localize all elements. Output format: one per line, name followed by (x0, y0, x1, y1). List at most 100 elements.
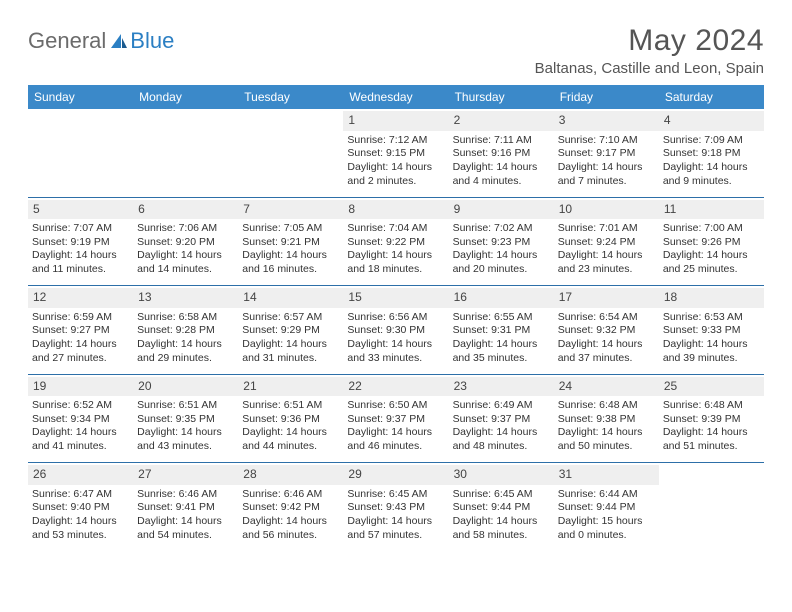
daylight-text: Daylight: 14 hours and 9 minutes. (663, 161, 760, 188)
daylight-text: Daylight: 14 hours and 23 minutes. (558, 249, 655, 276)
calendar-week: 19Sunrise: 6:52 AMSunset: 9:34 PMDayligh… (28, 375, 764, 463)
calendar-cell: 8Sunrise: 7:04 AMSunset: 9:22 PMDaylight… (343, 198, 448, 286)
calendar-cell: 12Sunrise: 6:59 AMSunset: 9:27 PMDayligh… (28, 286, 133, 374)
sunrise-text: Sunrise: 7:00 AM (663, 222, 760, 236)
brand-logo: General Blue (28, 24, 174, 54)
sunset-text: Sunset: 9:44 PM (453, 501, 550, 515)
daylight-text: Daylight: 14 hours and 20 minutes. (453, 249, 550, 276)
sunrise-text: Sunrise: 6:44 AM (558, 488, 655, 502)
calendar-cell: 27Sunrise: 6:46 AMSunset: 9:41 PMDayligh… (133, 463, 238, 551)
day-number: 30 (449, 465, 554, 485)
day-number: 22 (343, 377, 448, 397)
sunset-text: Sunset: 9:40 PM (32, 501, 129, 515)
sunrise-text: Sunrise: 6:55 AM (453, 311, 550, 325)
calendar-cell: 13Sunrise: 6:58 AMSunset: 9:28 PMDayligh… (133, 286, 238, 374)
sunrise-text: Sunrise: 6:48 AM (663, 399, 760, 413)
sunrise-text: Sunrise: 7:02 AM (453, 222, 550, 236)
day-number: 29 (343, 465, 448, 485)
day-number: 21 (238, 377, 343, 397)
daylight-text: Daylight: 14 hours and 44 minutes. (242, 426, 339, 453)
day-number: 4 (659, 111, 764, 131)
calendar-cell: 2Sunrise: 7:11 AMSunset: 9:16 PMDaylight… (449, 109, 554, 197)
sunset-text: Sunset: 9:28 PM (137, 324, 234, 338)
calendar-cell: 26Sunrise: 6:47 AMSunset: 9:40 PMDayligh… (28, 463, 133, 551)
sunrise-text: Sunrise: 6:54 AM (558, 311, 655, 325)
sunset-text: Sunset: 9:37 PM (347, 413, 444, 427)
day-number: 28 (238, 465, 343, 485)
sunrise-text: Sunrise: 7:10 AM (558, 134, 655, 148)
daylight-text: Daylight: 14 hours and 41 minutes. (32, 426, 129, 453)
sunset-text: Sunset: 9:23 PM (453, 236, 550, 250)
daylight-text: Daylight: 14 hours and 57 minutes. (347, 515, 444, 542)
calendar-cell: 21 Sunrise: 6:51 AMSunset: 9:36 PMDayligh… (238, 375, 343, 463)
daylight-text: Daylight: 14 hours and 33 minutes. (347, 338, 444, 365)
sunset-text: Sunset: 9:27 PM (32, 324, 129, 338)
sunset-text: Sunset: 9:20 PM (137, 236, 234, 250)
calendar-table: SundayMondayTuesdayWednesdayThursdayFrid… (28, 85, 764, 551)
day-number: 12 (28, 288, 133, 308)
day-number: 17 (554, 288, 659, 308)
day-header: Saturday (659, 85, 764, 109)
sunset-text: Sunset: 9:29 PM (242, 324, 339, 338)
calendar-page: General Blue May 2024 Baltanas, Castille… (0, 0, 792, 571)
sunrise-text: Sunrise: 6:56 AM (347, 311, 444, 325)
daylight-text: Daylight: 14 hours and 53 minutes. (32, 515, 129, 542)
sunrise-text: Sunrise: 6:51 AM (242, 399, 339, 413)
sunrise-text: Sunrise: 7:06 AM (137, 222, 234, 236)
location-text: Baltanas, Castille and Leon, Spain (535, 60, 764, 77)
sunset-text: Sunset: 9:34 PM (32, 413, 129, 427)
sunrise-text: Sunrise: 7:07 AM (32, 222, 129, 236)
calendar-week: 1Sunrise: 7:12 AMSunset: 9:15 PMDaylight… (28, 109, 764, 197)
calendar-cell: 25Sunrise: 6:48 AMSunset: 9:39 PMDayligh… (659, 375, 764, 463)
sunrise-text: Sunrise: 6:46 AM (242, 488, 339, 502)
month-title: May 2024 (535, 24, 764, 58)
daylight-text: Daylight: 14 hours and 4 minutes. (453, 161, 550, 188)
calendar-cell: 9Sunrise: 7:02 AMSunset: 9:23 PMDaylight… (449, 198, 554, 286)
sunset-text: Sunset: 9:16 PM (453, 147, 550, 161)
sail-icon (109, 32, 129, 50)
sunrise-text: Sunrise: 7:05 AM (242, 222, 339, 236)
calendar-header-row: SundayMondayTuesdayWednesdayThursdayFrid… (28, 85, 764, 109)
sunset-text: Sunset: 9:15 PM (347, 147, 444, 161)
calendar-cell: 24Sunrise: 6:48 AMSunset: 9:38 PMDayligh… (554, 375, 659, 463)
sunrise-text: Sunrise: 7:11 AM (453, 134, 550, 148)
calendar-cell: 16Sunrise: 6:55 AMSunset: 9:31 PMDayligh… (449, 286, 554, 374)
sunset-text: Sunset: 9:42 PM (242, 501, 339, 515)
calendar-cell (133, 109, 238, 197)
daylight-text: Daylight: 14 hours and 25 minutes. (663, 249, 760, 276)
daylight-text: Daylight: 15 hours and 0 minutes. (558, 515, 655, 542)
sunset-text: Sunset: 9:36 PM (242, 413, 339, 427)
day-number: 19 (28, 377, 133, 397)
calendar-week: 5Sunrise: 7:07 AMSunset: 9:19 PMDaylight… (28, 198, 764, 286)
daylight-text: Daylight: 14 hours and 39 minutes. (663, 338, 760, 365)
sunset-text: Sunset: 9:24 PM (558, 236, 655, 250)
day-number: 3 (554, 111, 659, 131)
sunrise-text: Sunrise: 7:12 AM (347, 134, 444, 148)
daylight-text: Daylight: 14 hours and 7 minutes. (558, 161, 655, 188)
daylight-text: Daylight: 14 hours and 2 minutes. (347, 161, 444, 188)
daylight-text: Daylight: 14 hours and 29 minutes. (137, 338, 234, 365)
sunset-text: Sunset: 9:41 PM (137, 501, 234, 515)
day-number: 14 (238, 288, 343, 308)
calendar-cell: 18Sunrise: 6:53 AMSunset: 9:33 PMDayligh… (659, 286, 764, 374)
sunset-text: Sunset: 9:17 PM (558, 147, 655, 161)
day-number: 20 (133, 377, 238, 397)
sunset-text: Sunset: 9:30 PM (347, 324, 444, 338)
title-block: May 2024 Baltanas, Castille and Leon, Sp… (535, 24, 764, 77)
day-number: 1 (343, 111, 448, 131)
calendar-cell: 4Sunrise: 7:09 AMSunset: 9:18 PMDaylight… (659, 109, 764, 197)
brand-part2: Blue (130, 28, 174, 54)
sunrise-text: Sunrise: 6:50 AM (347, 399, 444, 413)
day-number: 5 (28, 200, 133, 220)
daylight-text: Daylight: 14 hours and 48 minutes. (453, 426, 550, 453)
daylight-text: Daylight: 14 hours and 27 minutes. (32, 338, 129, 365)
daylight-text: Daylight: 14 hours and 18 minutes. (347, 249, 444, 276)
day-number: 27 (133, 465, 238, 485)
day-number: 6 (133, 200, 238, 220)
day-number: 13 (133, 288, 238, 308)
day-number: 10 (554, 200, 659, 220)
calendar-cell: 30Sunrise: 6:45 AMSunset: 9:44 PMDayligh… (449, 463, 554, 551)
daylight-text: Daylight: 14 hours and 31 minutes. (242, 338, 339, 365)
calendar-cell: 5Sunrise: 7:07 AMSunset: 9:19 PMDaylight… (28, 198, 133, 286)
sunset-text: Sunset: 9:38 PM (558, 413, 655, 427)
